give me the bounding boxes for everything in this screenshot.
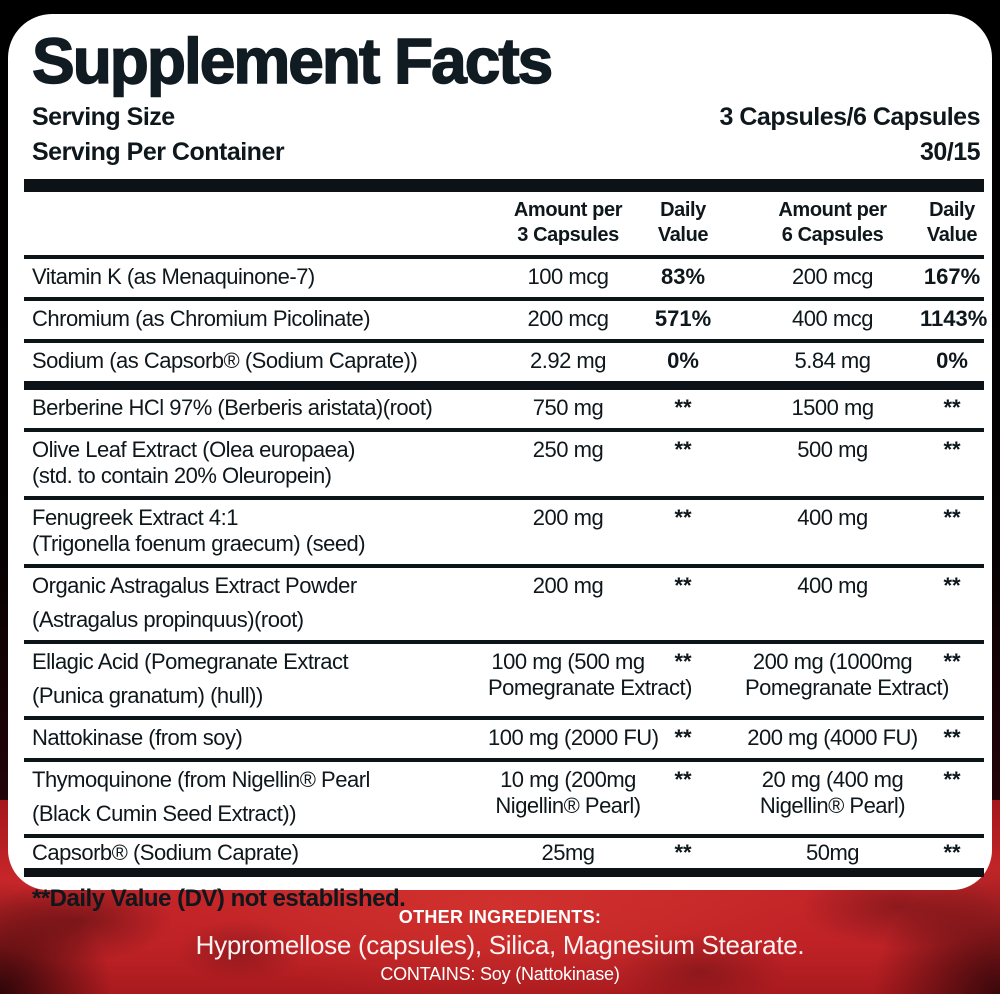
amount-per-3-capsules: 200 mg (532, 573, 604, 599)
amount-per-6-capsules: 400 mg (797, 505, 868, 531)
daily-value-6-capsules: ** (943, 505, 961, 531)
amount-per-3-capsules: 100 mcg (527, 264, 609, 290)
amount-per-3-capsules: 2.92 mg (530, 348, 607, 374)
amount-per-3-capsules: 100 mg (2000 FU) (488, 725, 659, 751)
ingredient-name: Nattokinase (from soy) (32, 725, 243, 751)
daily-value-3-capsules: ** (674, 573, 692, 599)
daily-value-6-capsules: ** (943, 767, 961, 793)
other-ingredients-list: Hypromellose (capsules), Silica, Magnesi… (195, 930, 805, 960)
daily-value-3-capsules: ** (674, 505, 692, 531)
table-row: Fenugreek Extract 4:1 (Trigonella foenum … (24, 500, 984, 569)
daily-value-3-capsules: ** (674, 437, 692, 463)
ingredient-name: Ellagic Acid (Pomegranate Extract (Punica… (32, 649, 349, 709)
amount-per-3-capsules: 750 mg (532, 395, 604, 421)
serving-size-label: Serving Size (32, 103, 175, 132)
amount-per-3-capsules: 200 mcg (527, 306, 609, 332)
header-daily-value-6: Daily Value (926, 199, 978, 247)
table-row: Berberine HCl 97% (Berberis aristata)(ro… (24, 390, 984, 433)
table-row: Vitamin K (as Menaquinone-7) 100 mcg 83% 20… (24, 259, 984, 302)
daily-value-6-capsules: 0% (936, 348, 968, 374)
other-ingredients-label: OTHER INGREDIENTS: (398, 907, 602, 927)
table-row: Nattokinase (from soy) 100 mg (2000 FU) **… (24, 720, 984, 763)
ingredient-name: Vitamin K (as Menaquinone-7) (32, 264, 315, 290)
amount-per-6-capsules: 50mg (805, 840, 860, 866)
daily-value-6-capsules: ** (943, 395, 961, 421)
table-row: Organic Astragalus Extract Powder (Astrag… (24, 568, 984, 645)
daily-value-6-capsules: ** (943, 840, 961, 866)
servings-per-container-label: Serving Per Container (32, 138, 285, 167)
amount-per-6-capsules: 1500 mg (791, 395, 874, 421)
daily-value-6-capsules: ** (943, 437, 961, 463)
other-ingredients-section: OTHER INGREDIENTS: Hypromellose (capsule… (0, 894, 1000, 994)
table-row: Sodium (as Capsorb® (Sodium Caprate)) 2.9… (24, 343, 984, 391)
table-row: Chromium (as Chromium Picolinate) 200 mcg… (24, 301, 988, 344)
amount-per-3-capsules: 200 mg (532, 505, 604, 531)
serving-size-value: 3 Capsules/6 Capsules (719, 103, 981, 132)
daily-value-6-capsules: ** (943, 573, 961, 599)
contains-statement: CONTAINS: Soy (Nattokinase) (380, 964, 620, 984)
daily-value-6-capsules: ** (943, 725, 961, 751)
header-amount-per-6-capsules: Amount per 6 Capsules (778, 199, 887, 247)
supplement-facts-panel: Supplement Facts Serving Size 3 Capsules… (8, 14, 992, 912)
amount-per-3-capsules: 100 mg (500 mg Pomegranate Extract) (488, 649, 692, 701)
amount-per-3-capsules: 25mg (541, 840, 595, 866)
daily-value-3-capsules: ** (674, 767, 692, 793)
table-header-row: Amount per 3 Capsules Daily Value Amount… (24, 192, 984, 260)
table-row: Capsorb® (Sodium Caprate) 25mg ** 50mg ** (24, 838, 984, 878)
table-row: Olive Leaf Extract (Olea europaea) (std. … (24, 432, 984, 501)
daily-value-6-capsules: 1143% (920, 306, 988, 332)
table-row: Ellagic Acid (Pomegranate Extract (Punica… (24, 644, 984, 721)
daily-value-3-capsules: ** (674, 725, 692, 751)
amount-per-6-capsules: 5.84 mg (794, 348, 872, 374)
servings-per-container-value: 30/15 (919, 138, 981, 167)
ingredient-name: Chromium (as Chromium Picolinate) (32, 306, 371, 332)
daily-value-6-capsules: 167% (923, 264, 981, 290)
daily-value-6-capsules: ** (943, 649, 961, 675)
daily-value-3-capsules: 83% (660, 264, 706, 290)
servings-per-container-row: Serving Per Container 30/15 (24, 138, 984, 167)
table-row: Thymoquinone (from Nigellin® Pearl (Black… (24, 762, 984, 839)
ingredient-name: Capsorb® (Sodium Caprate) (32, 840, 299, 866)
amount-per-6-capsules: 500 mg (797, 437, 868, 463)
daily-value-3-capsules: ** (674, 840, 692, 866)
daily-value-3-capsules: 0% (667, 348, 699, 374)
ingredient-name: Berberine HCl 97% (Berberis aristata)(ro… (32, 395, 433, 421)
amount-per-6-capsules: 200 mcg (792, 264, 873, 290)
ingredient-name: Thymoquinone (from Nigellin® Pearl (Black… (32, 767, 370, 827)
amount-per-6-capsules: 400 mg (797, 573, 868, 599)
daily-value-3-capsules: ** (674, 649, 692, 675)
daily-value-3-capsules: ** (674, 395, 692, 421)
header-daily-value-3: Daily Value (657, 199, 709, 247)
panel-title: Supplement Facts (31, 25, 554, 97)
header-divider-bar (24, 179, 984, 193)
amount-per-6-capsules: 200 mg (4000 FU) (747, 725, 918, 751)
amount-per-6-capsules: 20 mg (400 mg Nigellin® Pearl) (759, 767, 906, 819)
ingredient-name: Olive Leaf Extract (Olea europaea) (std. … (32, 437, 355, 489)
amount-per-6-capsules: 200 mg (1000mg Pomegranate Extract) (745, 649, 949, 701)
header-amount-per-3-capsules: Amount per 3 Capsules (513, 199, 623, 247)
amount-per-6-capsules: 400 mcg (792, 306, 873, 332)
daily-value-footnote: **Daily Value (DV) not established. (32, 885, 406, 913)
amount-per-3-capsules: 10 mg (200mg Nigellin® Pearl) (495, 767, 641, 819)
ingredient-name: Sodium (as Capsorb® (Sodium Caprate)) (32, 348, 418, 374)
ingredient-name: Fenugreek Extract 4:1 (Trigonella foenum … (32, 505, 366, 557)
serving-size-row: Serving Size 3 Capsules/6 Capsules (24, 103, 984, 132)
daily-value-3-capsules: 571% (654, 306, 712, 332)
ingredient-table-body: Vitamin K (as Menaquinone-7) 100 mcg 83% 20… (24, 259, 988, 878)
ingredient-name: Organic Astragalus Extract Powder (Astrag… (32, 573, 357, 633)
amount-per-3-capsules: 250 mg (532, 437, 604, 463)
